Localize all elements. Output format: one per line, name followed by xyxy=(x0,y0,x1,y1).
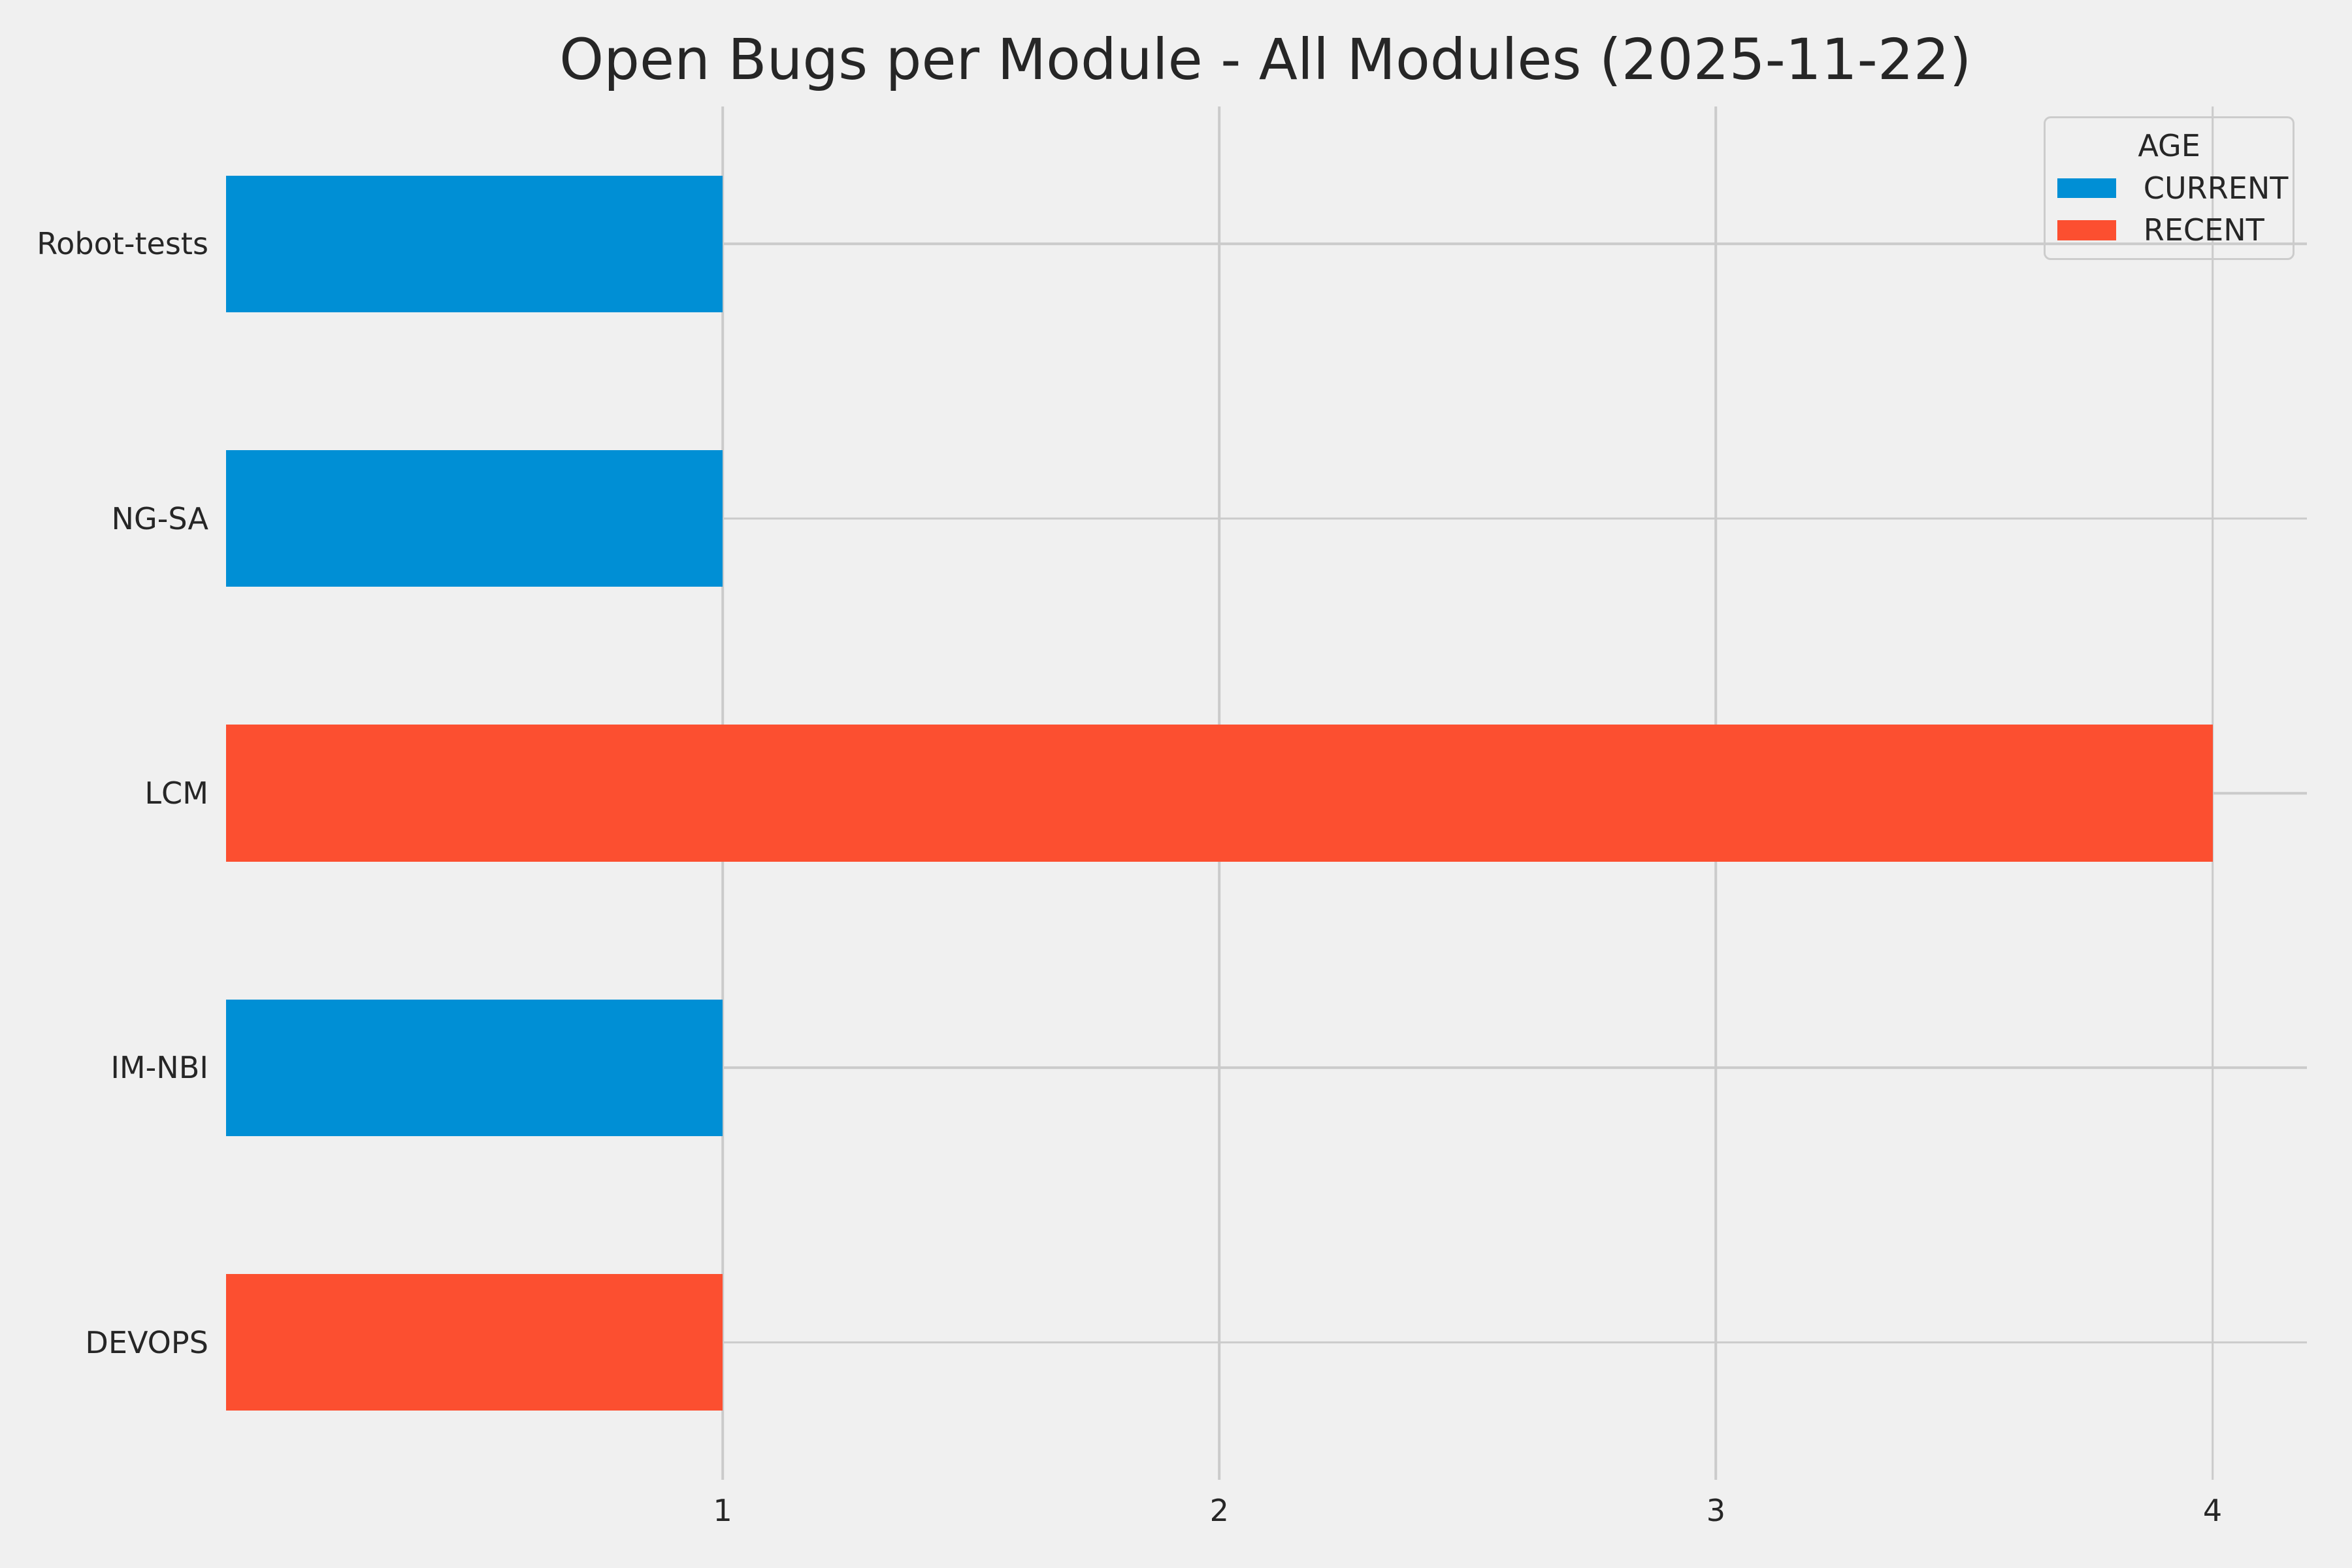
gridline-h-devops xyxy=(225,1341,2307,1344)
legend-label-current: CURRENT xyxy=(2143,170,2289,206)
y-tick-label-im-nbi: IM-NBI xyxy=(110,1050,208,1086)
legend-box: AGE CURRENT RECENT xyxy=(2044,116,2295,261)
y-tick-label-devops: DEVOPS xyxy=(85,1324,208,1360)
gridline-h-im-nbi xyxy=(225,1066,2307,1070)
legend-label-recent: RECENT xyxy=(2143,212,2264,248)
bar-ng-sa xyxy=(225,450,723,587)
x-tick-label-3: 3 xyxy=(1706,1492,1726,1528)
x-tick-label-1: 1 xyxy=(713,1492,732,1528)
plot-area: 1 2 3 4 Robot-tests NG-SA LCM IM-NBI DEVOPS xyxy=(37,106,2307,1528)
bar-robot-tests xyxy=(225,175,723,312)
y-tick-label-lcm: LCM xyxy=(144,775,208,811)
legend-swatch-recent-icon xyxy=(2057,220,2117,240)
x-tick-label-4: 4 xyxy=(2202,1492,2223,1528)
bar-im-nbi xyxy=(225,999,723,1136)
legend-swatch-current-icon xyxy=(2057,178,2117,199)
x-tick-label-2: 2 xyxy=(1209,1492,1229,1528)
bar-lcm xyxy=(225,725,2213,862)
gridline-h-robot-tests xyxy=(225,242,2307,245)
y-tick-label-robot-tests: Robot-tests xyxy=(37,226,208,262)
legend-entry-recent: RECENT xyxy=(2046,212,2292,248)
chart-title: Open Bugs per Module - All Modules (2025… xyxy=(559,27,1972,93)
y-tick-label-ng-sa: NG-SA xyxy=(111,500,208,536)
legend-entry-current: CURRENT xyxy=(2046,171,2292,206)
bar-devops xyxy=(225,1274,723,1411)
legend-title: AGE xyxy=(2138,128,2200,164)
gridline-h-ng-sa xyxy=(225,517,2307,520)
